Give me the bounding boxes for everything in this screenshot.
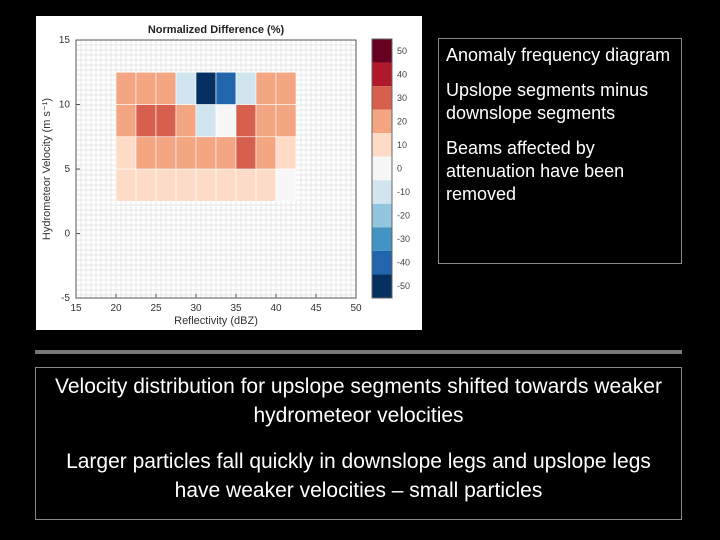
heatmap-cell: [275, 168, 297, 202]
heatmap-cell: [255, 136, 277, 170]
heatmap-cell: [275, 71, 297, 105]
y-tick-label: 15: [59, 35, 71, 46]
x-tick-label: 15: [70, 303, 82, 314]
colorbar-segment: [372, 62, 392, 87]
heatmap-cell: [215, 168, 237, 202]
heatmap-cell: [135, 71, 157, 105]
heatmap-cell: [175, 168, 197, 202]
heatmap-cell: [135, 104, 157, 138]
chart-title: Normalized Difference (%): [148, 24, 285, 36]
heatmap-cell: [195, 136, 217, 170]
heatmap-cell: [235, 136, 257, 170]
colorbar-tick-label: 30: [397, 93, 407, 103]
colorbar-tick-label: 0: [397, 164, 402, 174]
heatmap-cell: [235, 168, 257, 202]
heatmap-cell: [155, 71, 177, 105]
heatmap-cell: [135, 136, 157, 170]
heatmap-cell: [235, 71, 257, 105]
heatmap-cell: [175, 71, 197, 105]
heatmap-cell: [175, 104, 197, 138]
colorbar-segment: [372, 227, 392, 251]
colorbar-tick-label: -30: [397, 234, 410, 244]
summary-1: Velocity distribution for upslope segmen…: [55, 375, 662, 427]
colorbar-segment: [372, 180, 392, 204]
notes-panel: Anomaly frequency diagram Upslope segmen…: [438, 38, 682, 264]
colorbar-segment: [372, 109, 392, 134]
x-tick-label: 45: [310, 303, 322, 314]
x-tick-label: 35: [230, 303, 242, 314]
heatmap-cell: [275, 136, 297, 170]
summary-panel: Velocity distribution for upslope segmen…: [35, 367, 682, 520]
y-tick-label: 0: [64, 229, 70, 240]
colorbar-tick-label: -40: [397, 258, 410, 268]
colorbar-tick-label: -10: [397, 187, 410, 197]
heatmap-cell: [115, 136, 137, 170]
colorbar-tick-label: -20: [397, 211, 410, 221]
colorbar-segment: [372, 274, 392, 298]
heatmap-cell: [115, 71, 137, 105]
colorbar-tick-label: -50: [397, 281, 410, 291]
colorbar-tick-label: 10: [397, 140, 407, 150]
heatmap-cell: [235, 104, 257, 138]
heatmap-cell: [255, 168, 277, 202]
heatmap-cell: [255, 104, 277, 138]
heatmap-cell: [195, 168, 217, 202]
x-tick-label: 30: [190, 303, 202, 314]
heatmap-cell: [175, 136, 197, 170]
y-tick-label: 10: [59, 100, 71, 111]
heatmap-cell: [215, 71, 237, 105]
heatmap-cell: [215, 104, 237, 138]
heatmap-cell: [275, 104, 297, 138]
heatmap-cell: [115, 104, 137, 138]
note-3: Beams affected by attenuation have been …: [446, 138, 625, 204]
y-tick-label: -5: [61, 293, 70, 304]
heatmap-cell: [195, 71, 217, 105]
colorbar-segment: [372, 39, 392, 63]
heatmap-cell: [155, 136, 177, 170]
summary-2: Larger particles fall quickly in downslo…: [66, 450, 651, 502]
x-tick-label: 25: [150, 303, 162, 314]
heatmap-cell: [155, 168, 177, 202]
y-axis-label: Hydrometeor Velocity (m s⁻¹): [41, 98, 53, 240]
x-tick-label: 40: [270, 303, 282, 314]
heatmap-cell: [115, 168, 137, 202]
x-tick-label: 50: [350, 303, 362, 314]
colorbar-segment: [372, 133, 392, 157]
colorbar-tick-label: 50: [397, 46, 407, 56]
heatmap-cell: [135, 168, 157, 202]
heatmap-cell: [255, 71, 277, 105]
heatmap-cell: [155, 104, 177, 138]
heatmap-cell: [195, 104, 217, 138]
anomaly-frequency-chart: 15 20 25 30 35 40 45 50 -5 0 5 10 15 Normalized Diffe…: [36, 16, 422, 330]
colorbar-segment: [372, 86, 392, 110]
colorbar-segment: [372, 250, 392, 275]
colorbar-segment: [372, 203, 392, 228]
divider: [35, 350, 682, 354]
heatmap-cell: [215, 136, 237, 170]
note-2: Upslope segments minus downslope segment…: [446, 80, 649, 123]
y-tick-label: 5: [64, 164, 70, 175]
colorbar-segment: [372, 156, 392, 181]
note-1: Anomaly frequency diagram: [446, 45, 671, 65]
colorbar-tick-label: 40: [397, 69, 407, 79]
colorbar-tick-label: 20: [397, 116, 407, 126]
x-axis-label: Reflectivity (dBZ): [174, 315, 258, 327]
x-tick-label: 20: [110, 303, 122, 314]
colorbar-frame: [371, 38, 393, 299]
